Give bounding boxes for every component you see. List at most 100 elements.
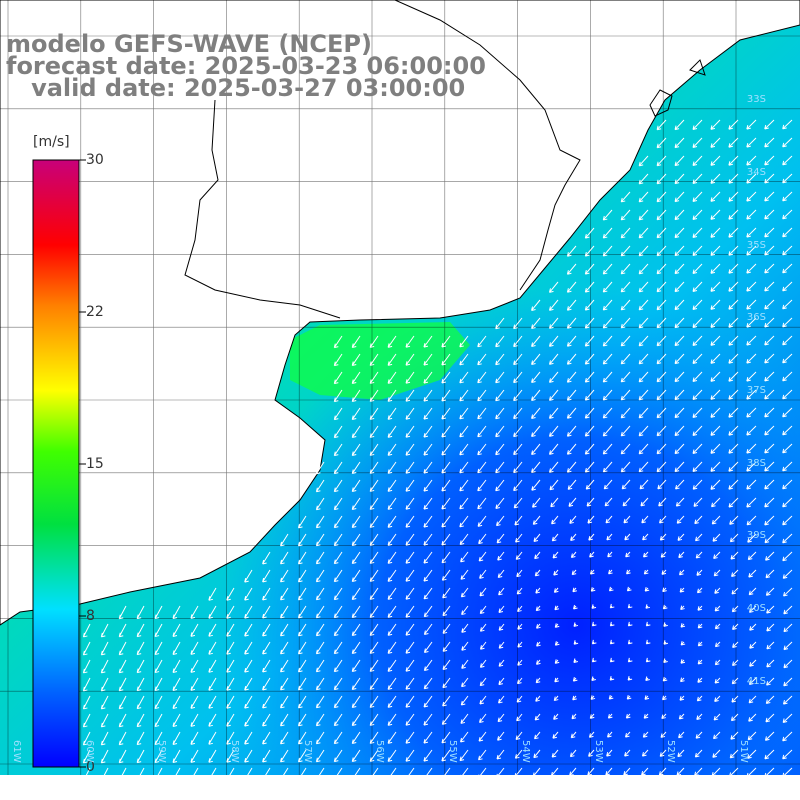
wind-arrow-icon [495,461,505,474]
wind-arrow-icon [280,533,289,547]
wind-arrow-icon [566,263,577,275]
wind-arrow-icon [746,461,757,472]
wind-arrow-icon [333,353,343,367]
wind-arrow-icon [172,749,181,763]
wind-arrow-icon [731,605,739,613]
wind-arrow-icon [566,389,577,401]
wind-arrow-icon [459,533,469,545]
wind-arrow-icon [662,587,667,593]
wind-arrow-icon [566,371,577,383]
wind-arrow-icon [567,479,577,490]
wind-arrow-icon [441,767,451,780]
wind-arrow-icon [262,587,271,601]
wind-arrow-icon [441,713,451,725]
wind-arrow-icon [675,479,685,490]
wind-arrow-icon [172,677,181,691]
wind-arrow-icon [226,677,235,691]
lon-label: 58W [229,740,240,763]
wind-arrow-icon [459,335,469,348]
wind-arrow-icon [333,389,343,403]
wind-arrow-icon [262,731,271,745]
wind-arrow-icon [710,227,721,238]
wind-arrow-icon [570,731,577,739]
wind-arrow-icon [136,749,145,764]
wind-arrow-icon [387,335,397,348]
wind-arrow-icon [645,621,651,627]
wind-arrow-icon [696,587,703,594]
wind-arrow-icon [747,749,757,759]
wind-arrow-icon [620,317,631,329]
wind-arrow-icon [315,569,325,583]
wind-arrow-icon [782,461,793,472]
wind-arrow-icon [550,767,559,777]
wind-arrow-icon [497,713,505,723]
wind-arrow-icon [387,569,397,582]
wind-arrow-icon [644,587,650,592]
wind-arrow-icon [782,497,793,508]
wind-arrow-icon [764,263,775,274]
wind-arrow-icon [441,353,451,366]
wind-arrow-icon [764,479,775,490]
wind-arrow-icon [514,749,523,759]
lon-label: 51W [738,740,749,763]
wind-arrow-icon [498,659,505,667]
wind-arrow-icon [405,461,415,474]
wind-arrow-icon [333,407,343,421]
wind-arrow-icon [82,731,91,746]
wind-arrow-icon [369,659,379,672]
wind-arrow-icon [656,137,667,149]
wind-arrow-icon [766,641,775,650]
wind-arrow-icon [423,425,433,438]
wind-arrow-icon [477,515,487,527]
wind-arrow-icon [514,767,523,778]
wind-arrow-icon [656,407,667,419]
wind-arrow-icon [782,353,793,364]
wind-arrow-icon [441,533,451,546]
wind-arrow-icon [782,695,793,705]
wind-arrow-icon [746,353,757,364]
wind-arrow-icon [692,119,703,130]
wind-arrow-icon [638,335,649,347]
wind-arrow-icon [638,425,649,437]
colorbar-tick: 22 [86,304,104,320]
wind-arrow-icon [495,317,505,330]
river-border [184,99,341,319]
wind-arrow-icon [369,677,379,690]
wind-arrow-icon [100,641,109,656]
wind-arrow-icon [280,731,289,745]
wind-arrow-icon [315,659,325,673]
wind-arrow-icon [697,677,703,683]
wind-arrow-icon [405,443,415,456]
wind-arrow-icon [262,605,271,619]
wind-arrow-icon [513,389,523,402]
wind-arrow-icon [620,407,631,419]
lon-label: 52W [665,740,676,763]
wind-arrow-icon [728,389,739,400]
wind-arrow-icon [566,425,577,437]
wind-arrow-icon [226,605,235,619]
wind-arrow-icon [190,713,199,727]
wind-arrow-icon [297,587,307,601]
wind-arrow-icon [566,281,577,293]
wind-arrow-icon [602,317,613,329]
wind-arrow-icon [477,335,487,348]
wind-arrow-icon [479,623,487,632]
wind-arrow-icon [591,621,597,627]
wind-arrow-icon [190,695,199,709]
wind-arrow-icon [280,677,289,691]
wind-arrow-icon [226,713,235,727]
wind-arrow-icon [461,659,469,669]
wind-arrow-icon [478,533,487,545]
wind-arrow-icon [627,657,633,663]
wind-arrow-icon [602,425,613,437]
lat-label: 33S [746,94,766,105]
wind-arrow-icon [280,659,289,673]
wind-arrow-icon [405,641,415,654]
wind-arrow-icon [656,335,667,347]
wind-arrow-icon [680,605,685,611]
wind-arrow-icon [711,497,721,508]
wind-arrow-icon [620,371,631,383]
wind-arrow-icon [369,641,379,654]
wind-arrow-icon [190,623,199,637]
wind-arrow-icon [693,497,703,507]
